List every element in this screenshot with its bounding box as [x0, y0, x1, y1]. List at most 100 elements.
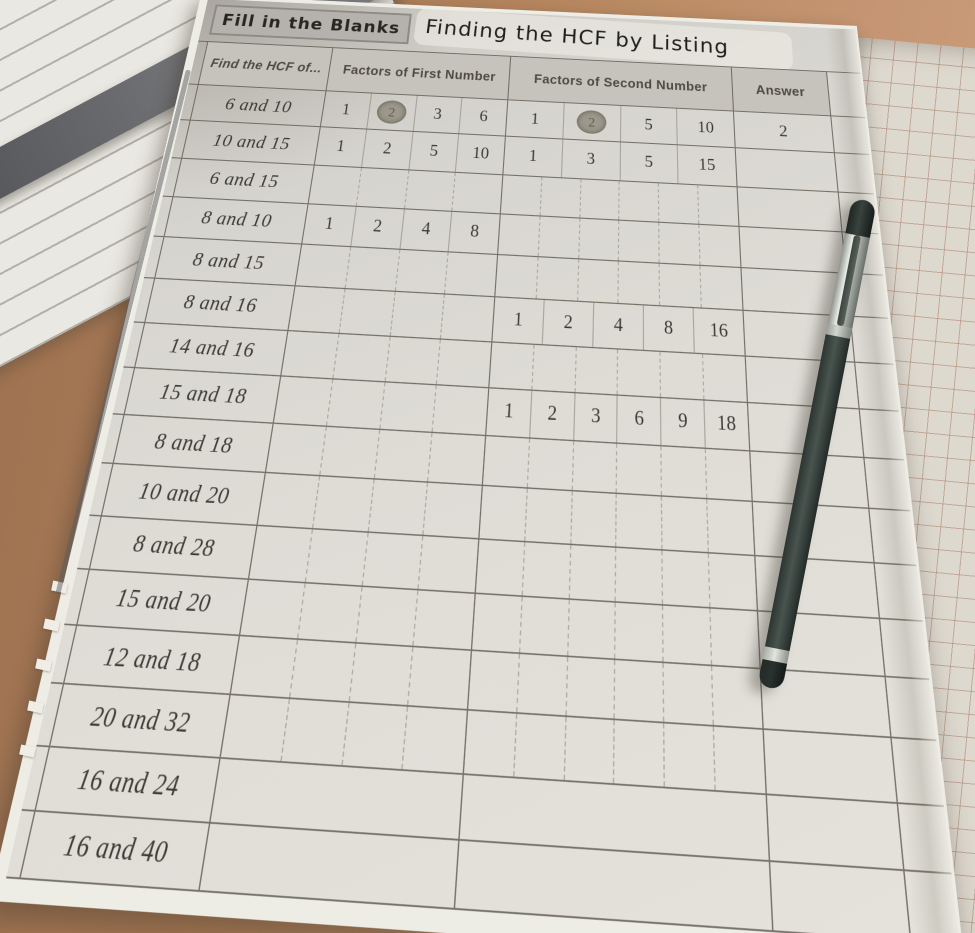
factor-value: 1 [320, 91, 372, 129]
empty-subcell [489, 341, 535, 390]
empty-subcell [615, 602, 665, 662]
factor-value: 2 [351, 206, 405, 249]
empty-subcell [709, 553, 757, 610]
empty-subcell [708, 500, 754, 554]
empty-subcell [308, 165, 362, 206]
empty-subcell [527, 438, 574, 491]
factor-value: 9 [661, 397, 707, 448]
empty-subcell [575, 346, 619, 395]
row-extension [905, 871, 960, 933]
empty-subcell [662, 497, 710, 552]
pair-cell: 10 and 15 [181, 120, 321, 165]
factor-value: 10 [697, 118, 715, 137]
answer-cell [737, 186, 843, 232]
empty-subcell [362, 532, 424, 589]
factor-value: 5 [620, 142, 679, 183]
answer-cell [763, 730, 898, 802]
empty-subcell [333, 333, 391, 381]
empty-subcell [475, 538, 526, 596]
empty-subcell [379, 382, 438, 432]
empty-subcell [472, 593, 523, 653]
empty-subcell [571, 491, 618, 546]
empty-subcell [659, 222, 701, 265]
empty-subcell [419, 535, 478, 592]
empty-subcell [661, 446, 708, 499]
empty-subcell [525, 489, 573, 543]
factor-value: 2 [361, 129, 414, 169]
row-extension [898, 803, 951, 872]
empty-subcell [522, 541, 572, 598]
pair-cell: 8 and 28 [88, 515, 258, 579]
factor-value: 1 [492, 297, 545, 344]
empty-subcell [564, 717, 616, 783]
factor-value: 6 [617, 395, 662, 446]
row-extension [892, 739, 944, 805]
empty-subcell [409, 647, 471, 709]
pair-cell: 8 and 10 [163, 196, 309, 244]
pair-cell: 16 and 40 [19, 811, 211, 891]
row-extension [831, 116, 869, 154]
empty-subcell [617, 443, 663, 496]
empty-subcell [342, 703, 409, 769]
empty-subcell [482, 436, 530, 488]
empty-subcell [313, 476, 375, 531]
factor-value: 3 [573, 392, 619, 443]
empty-subcell [479, 486, 528, 541]
empty-subcell [660, 351, 705, 400]
empty-subcell [266, 423, 327, 476]
row-extension [870, 509, 917, 563]
factor-value: 16 [709, 319, 729, 342]
empty-subcell [664, 723, 717, 790]
empty-subcell [257, 473, 320, 528]
empty-subcell [517, 654, 568, 716]
pair-cell: 15 and 18 [123, 367, 282, 423]
empty-subcell [495, 255, 539, 299]
empty-subcell [355, 586, 419, 646]
circled-factor: 2 [577, 110, 606, 134]
empty-subcell [701, 266, 743, 310]
empty-subcell [305, 528, 369, 586]
row-extension [875, 563, 923, 620]
empty-subcell [500, 174, 543, 216]
empty-subcell [619, 220, 661, 263]
empty-subcell [441, 295, 494, 341]
empty-subcell [221, 695, 290, 761]
empty-subcell [498, 214, 541, 257]
factor-value: 6 [478, 107, 489, 126]
empty-subcell [619, 180, 660, 222]
empty-subcell [326, 379, 386, 429]
empty-subcell [339, 289, 396, 336]
empty-subcell [703, 354, 746, 402]
empty-subcell [345, 247, 400, 291]
empty-subcell [714, 727, 765, 792]
empty-subcell [616, 547, 664, 604]
factor-value: 1 [503, 136, 564, 177]
answer-cell [739, 226, 847, 273]
factor-value: 1 [314, 127, 367, 167]
empty-subcell [578, 218, 620, 261]
row-extension [855, 362, 898, 410]
empty-subcell [519, 596, 570, 656]
row-extension [886, 677, 936, 740]
empty-subcell [614, 720, 666, 786]
empty-subcell [536, 257, 579, 301]
factor-value: 18 [716, 412, 737, 437]
pair-cell: 20 and 32 [49, 684, 231, 757]
factor-value: 1 [505, 100, 565, 139]
empty-subcell [288, 286, 346, 333]
empty-subcell [514, 714, 567, 780]
answer-cell [735, 148, 839, 192]
empty-subcell [577, 259, 620, 304]
empty-subcell [349, 643, 414, 706]
empty-subcell [706, 449, 751, 501]
pair-cell: 15 and 20 [76, 569, 250, 635]
factor-value: 5 [408, 132, 460, 172]
factor-value: 3 [413, 95, 463, 134]
empty-subcell [566, 657, 616, 720]
empty-subcell [424, 483, 482, 537]
empty-subcell [368, 479, 429, 534]
empty-subcell [445, 252, 497, 296]
empty-subcell [615, 660, 665, 723]
empty-subcell [273, 376, 334, 426]
